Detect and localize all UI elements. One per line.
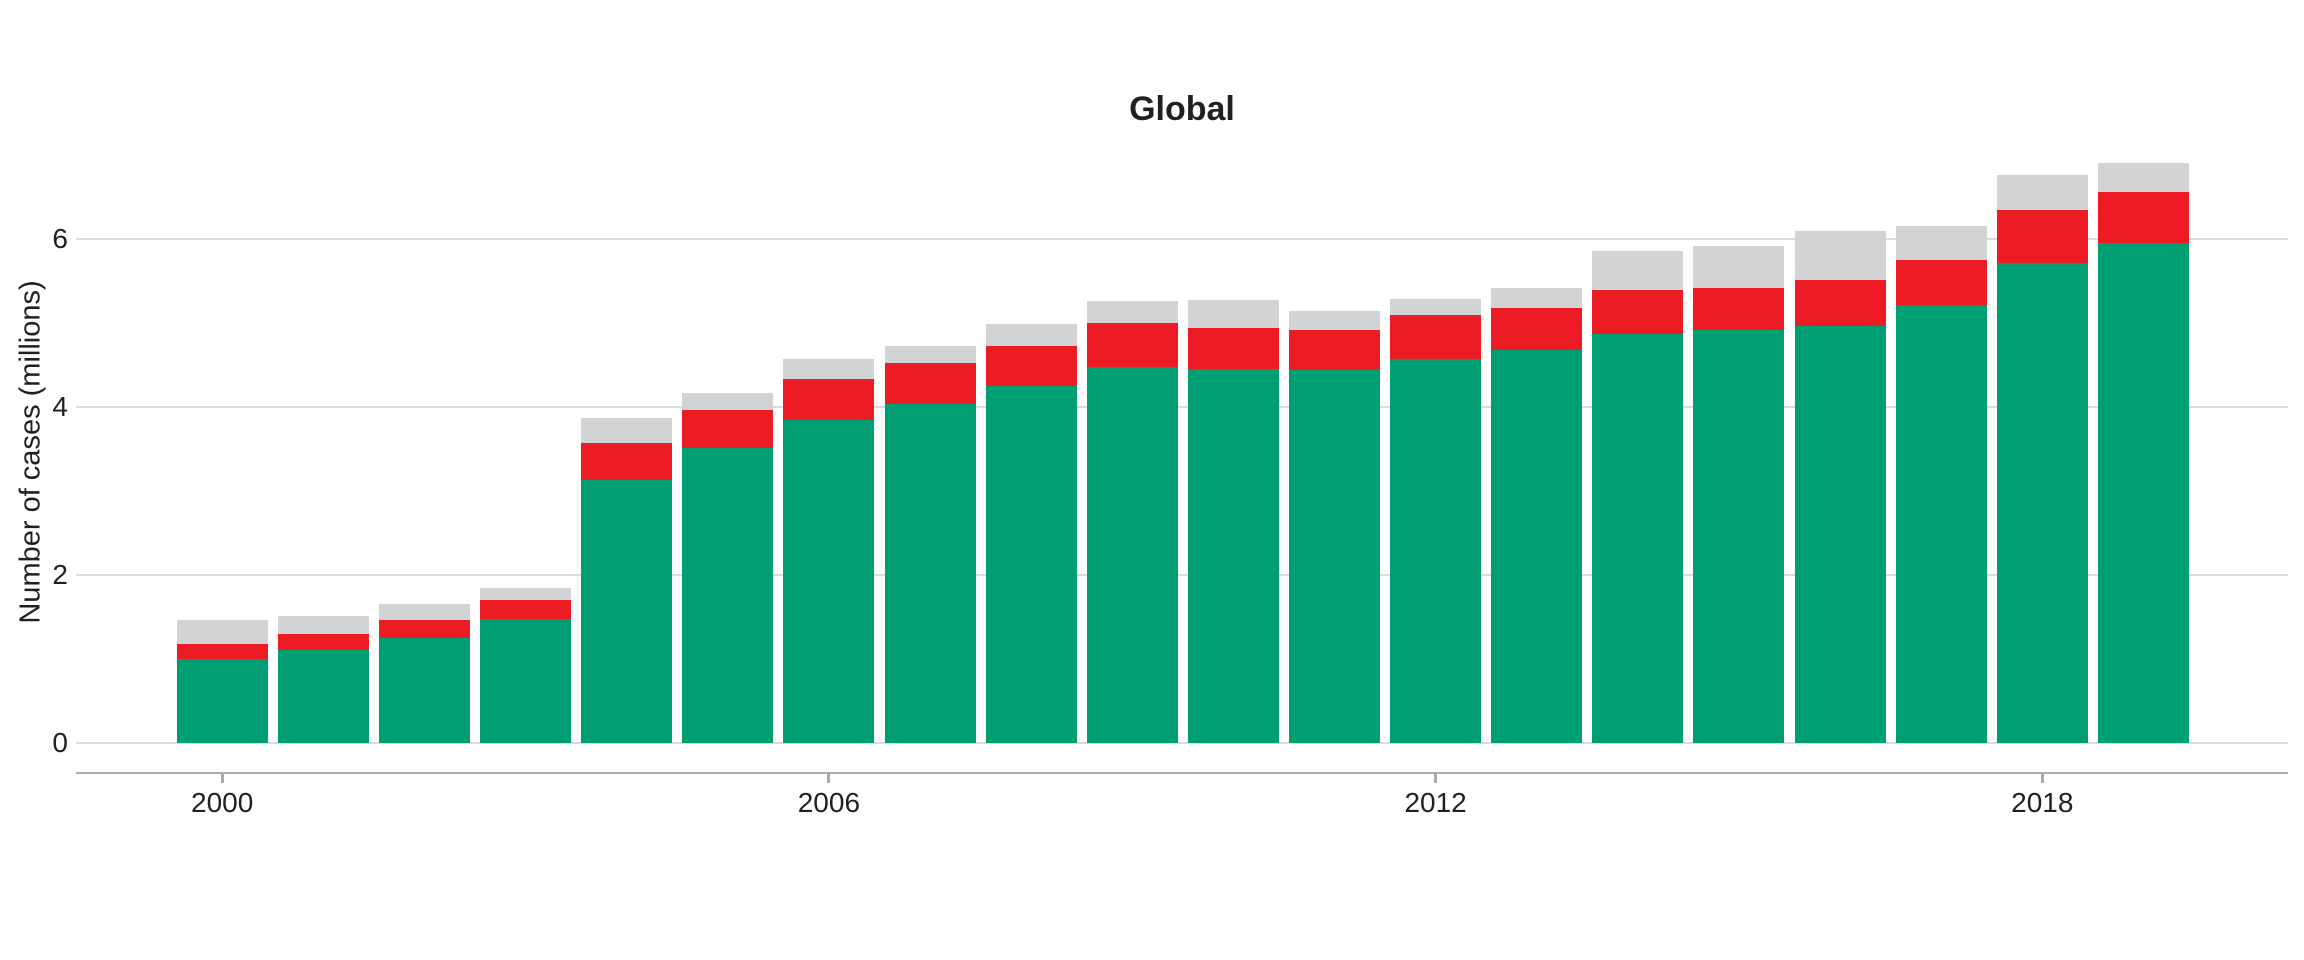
- bar-2015-green-segment: [1693, 329, 1785, 743]
- bar-2001-red-segment: [277, 633, 369, 650]
- bar-2009-green-segment: [1086, 366, 1178, 743]
- bar-2002-green-segment: [378, 638, 470, 743]
- bar-2004-red-segment: [581, 443, 673, 481]
- bar-2017-gray-segment: [1895, 225, 1987, 260]
- bar-2002-gray-segment: [378, 603, 470, 621]
- bar-2019-gray-segment: [2097, 162, 2189, 192]
- x-tick-label-2012: 2012: [1404, 787, 1467, 818]
- bar-2009-red-segment: [1086, 323, 1178, 367]
- x-tick-label-2006: 2006: [797, 787, 861, 818]
- bar-2013-red-segment: [1491, 307, 1583, 350]
- bar-2015-gray-segment: [1693, 245, 1785, 288]
- bar-2007-red-segment: [884, 363, 976, 404]
- bar-2005-gray-segment: [682, 392, 774, 410]
- x-tick-label-2018: 2018: [2011, 787, 2074, 818]
- bar-2001-green-segment: [277, 649, 369, 743]
- bar-2006-gray-segment: [783, 359, 875, 380]
- bar-2006-red-segment: [783, 379, 875, 421]
- bar-2004-gray-segment: [581, 417, 673, 444]
- bar-2009-gray-segment: [1086, 301, 1178, 323]
- gridline-4: [76, 406, 2288, 408]
- bar-2014-red-segment: [1592, 290, 1684, 334]
- x-tick-2006: [827, 774, 831, 783]
- bar-2003-gray-segment: [480, 587, 572, 601]
- bar-2018-gray-segment: [1996, 175, 2088, 210]
- bar-2007-gray-segment: [884, 345, 976, 364]
- bar-2010-red-segment: [1187, 328, 1279, 370]
- bar-2000-gray-segment: [176, 620, 268, 644]
- y-tick-label-6: 6: [52, 223, 68, 254]
- bar-2019-green-segment: [2097, 243, 2189, 743]
- x-tick-label-2000: 2000: [191, 787, 254, 818]
- x-axis-line: [76, 772, 2288, 774]
- y-tick-label-2: 2: [52, 559, 68, 590]
- chart-title: Global: [1129, 90, 1235, 128]
- bar-2005-green-segment: [682, 448, 774, 743]
- bar-2007-green-segment: [884, 403, 976, 743]
- bar-2012-green-segment: [1390, 359, 1482, 743]
- bar-2008-gray-segment: [985, 323, 1077, 346]
- bar-2018-red-segment: [1996, 209, 2088, 263]
- x-tick-2018: [2040, 774, 2044, 783]
- bar-2005-red-segment: [682, 409, 774, 449]
- bar-2014-gray-segment: [1592, 250, 1684, 291]
- bar-2010-green-segment: [1187, 369, 1279, 743]
- bar-2000-red-segment: [176, 643, 268, 659]
- gridline-6: [76, 238, 2288, 240]
- bar-2017-green-segment: [1895, 305, 1987, 743]
- bar-2013-gray-segment: [1491, 287, 1583, 308]
- bar-2016-gray-segment: [1794, 230, 1886, 281]
- bar-2012-gray-segment: [1390, 299, 1482, 316]
- bar-2004-green-segment: [581, 480, 673, 743]
- bar-2019-red-segment: [2097, 191, 2189, 244]
- bar-2003-green-segment: [480, 618, 572, 743]
- bar-2016-green-segment: [1794, 326, 1886, 743]
- bar-2015-red-segment: [1693, 287, 1785, 330]
- bar-2008-red-segment: [985, 345, 1077, 386]
- x-tick-2000: [220, 774, 224, 783]
- bar-2010-gray-segment: [1187, 300, 1279, 329]
- bar-2011-gray-segment: [1288, 311, 1380, 330]
- bar-2003-red-segment: [480, 600, 572, 619]
- bar-2001-gray-segment: [277, 616, 369, 634]
- bar-2016-red-segment: [1794, 280, 1886, 327]
- y-tick-label-4: 4: [52, 391, 68, 422]
- bar-2006-green-segment: [783, 420, 875, 743]
- bar-2008-green-segment: [985, 386, 1077, 743]
- bar-2012-red-segment: [1390, 315, 1482, 360]
- y-tick-label-0: 0: [52, 727, 68, 758]
- gridline-2: [76, 574, 2288, 576]
- gridline-0: [76, 742, 2288, 744]
- x-tick-2012: [1434, 774, 1438, 783]
- bar-2018-green-segment: [1996, 262, 2088, 743]
- bar-2013-green-segment: [1491, 349, 1583, 743]
- bar-2002-red-segment: [378, 620, 470, 638]
- bar-2000-green-segment: [176, 659, 268, 743]
- bar-2011-red-segment: [1288, 329, 1380, 371]
- bar-2014-green-segment: [1592, 333, 1684, 743]
- bar-2011-green-segment: [1288, 370, 1380, 743]
- bar-2017-red-segment: [1895, 260, 1987, 306]
